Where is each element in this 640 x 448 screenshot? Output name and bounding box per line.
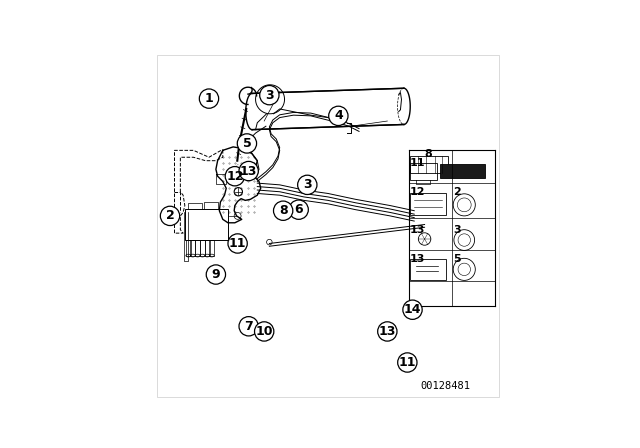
Circle shape (397, 353, 417, 372)
Text: 2: 2 (453, 187, 461, 198)
Circle shape (378, 322, 397, 341)
Circle shape (239, 161, 259, 181)
Text: 3: 3 (453, 225, 461, 235)
Text: 1: 1 (205, 92, 213, 105)
Text: 11: 11 (399, 356, 416, 369)
Text: 13: 13 (410, 225, 426, 235)
Text: 10: 10 (255, 325, 273, 338)
Text: 4: 4 (334, 109, 343, 122)
Circle shape (260, 86, 279, 105)
Text: 00128481: 00128481 (420, 381, 470, 391)
Text: 14: 14 (404, 303, 421, 316)
Text: 5: 5 (243, 137, 252, 150)
Text: 9: 9 (212, 268, 220, 281)
Bar (185, 209, 228, 240)
Text: 3: 3 (303, 178, 312, 191)
Text: 6: 6 (294, 203, 303, 216)
Circle shape (273, 201, 293, 220)
Text: 7: 7 (244, 320, 253, 333)
Circle shape (237, 134, 257, 153)
Circle shape (206, 265, 225, 284)
Text: 12: 12 (410, 187, 426, 198)
Circle shape (329, 106, 348, 125)
Text: 13: 13 (240, 164, 257, 177)
Circle shape (298, 175, 317, 194)
Bar (440, 164, 485, 178)
Text: 11: 11 (229, 237, 246, 250)
Circle shape (289, 200, 308, 220)
Circle shape (403, 300, 422, 319)
Text: 2: 2 (166, 209, 174, 222)
Circle shape (239, 317, 259, 336)
Circle shape (255, 322, 274, 341)
Circle shape (225, 167, 244, 186)
Text: 13: 13 (410, 254, 426, 264)
Circle shape (228, 234, 247, 253)
Text: 8: 8 (279, 204, 287, 217)
Circle shape (199, 89, 219, 108)
Text: 8: 8 (424, 149, 432, 159)
Circle shape (161, 206, 180, 225)
Text: 5: 5 (453, 254, 461, 264)
Text: 3: 3 (265, 89, 274, 102)
Text: 13: 13 (379, 325, 396, 338)
Text: 11: 11 (410, 158, 426, 168)
Text: 12: 12 (226, 170, 244, 183)
